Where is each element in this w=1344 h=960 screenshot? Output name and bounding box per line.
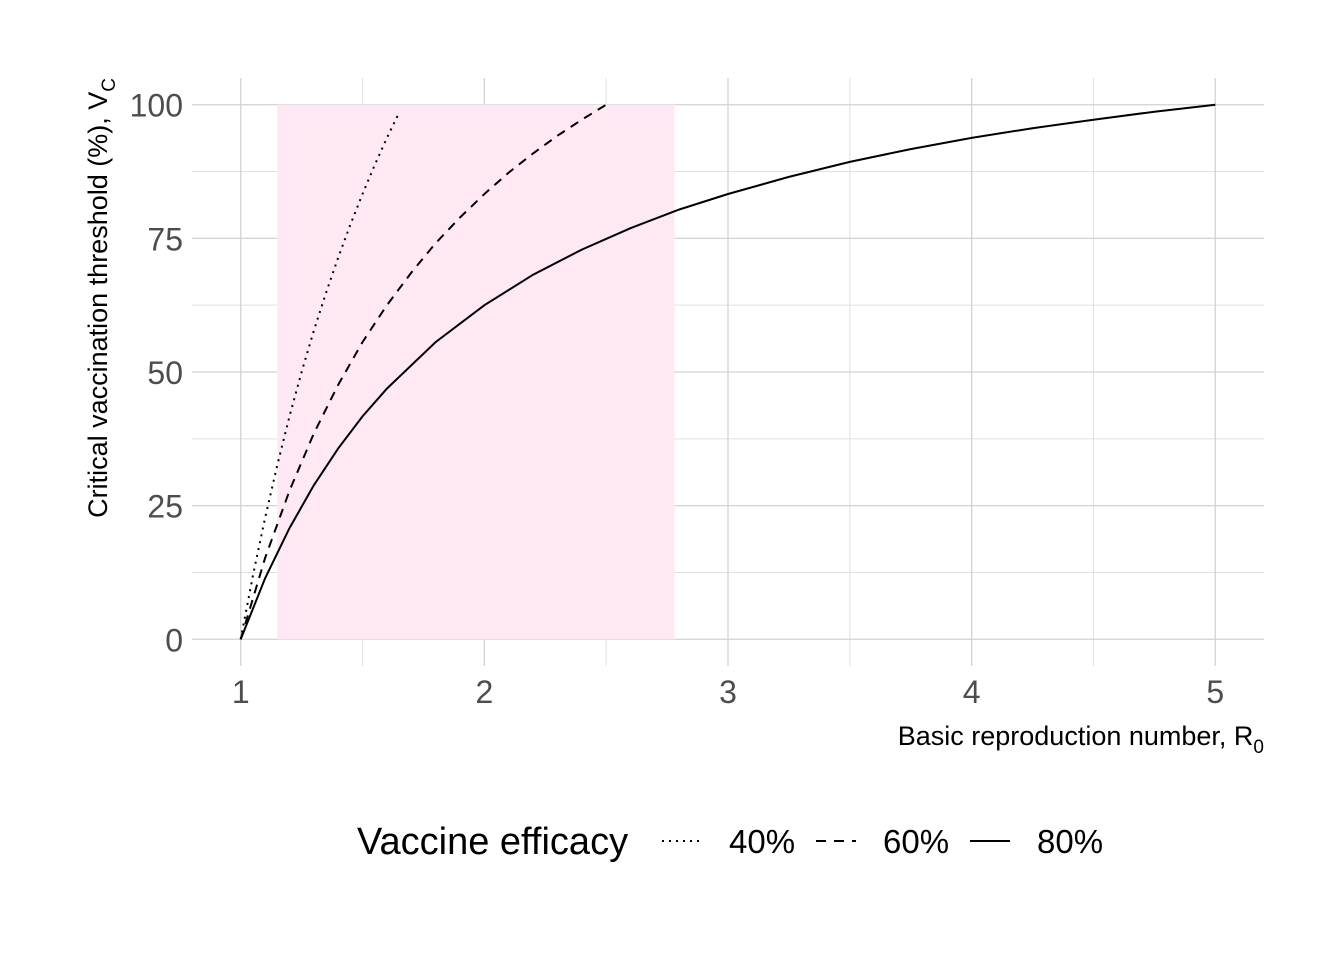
series-line-dashed [239, 103, 607, 640]
x-tick-label: 5 [1206, 674, 1224, 710]
x-tick-label: 3 [719, 674, 737, 710]
shaded-region [277, 104, 675, 640]
y-axis-title: Critical vaccination threshold (%), VC [83, 78, 120, 518]
y-tick-label: 0 [165, 622, 183, 658]
legend: Vaccine efficacy 40% 60% 80% [357, 821, 1103, 863]
x-tick-label: 4 [963, 674, 981, 710]
legend-title: Vaccine efficacy [357, 821, 628, 863]
series-line-dotted [239, 112, 401, 640]
series-line-solid [239, 103, 1216, 640]
x-tick-label: 1 [232, 674, 250, 710]
y-tick-label: 25 [147, 489, 183, 525]
legend-label: 80% [1037, 823, 1103, 860]
y-tick-label: 75 [147, 221, 183, 257]
y-tick-label: 100 [130, 88, 183, 124]
x-axis-title: Basic reproduction number, R0 [898, 721, 1264, 758]
y-tick-label: 50 [147, 355, 183, 391]
legend-label: 40% [729, 823, 795, 860]
legend-label: 60% [883, 823, 949, 860]
series-lines [239, 103, 1216, 640]
x-tick-label: 2 [475, 674, 493, 710]
